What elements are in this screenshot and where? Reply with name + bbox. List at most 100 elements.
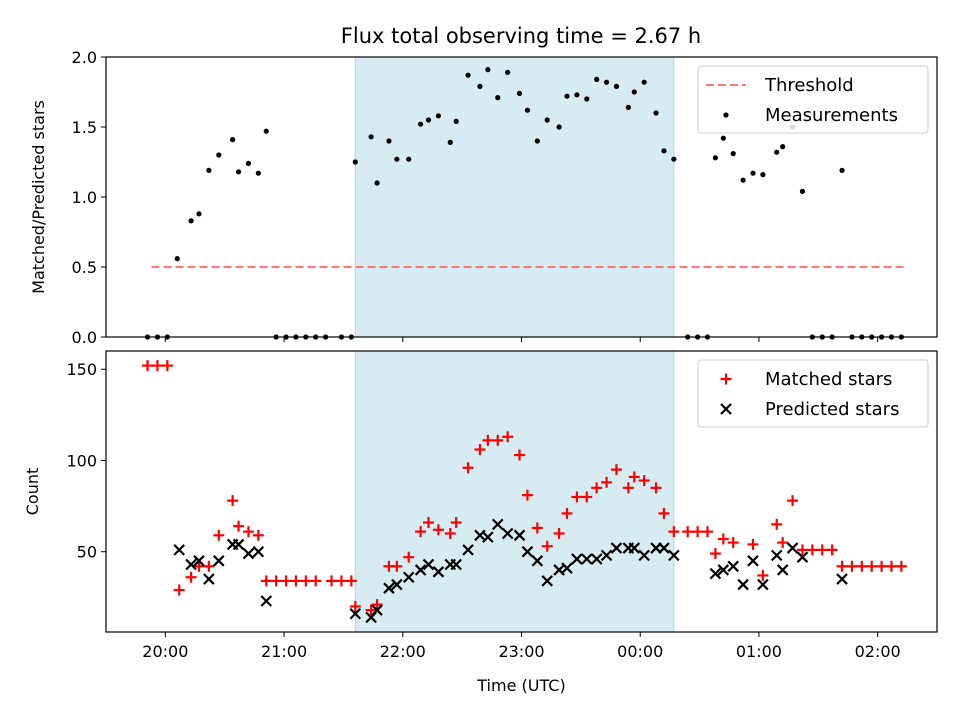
measurement-point [374, 180, 380, 186]
y-tick-label: 0.0 [72, 328, 97, 347]
measurement-point [671, 156, 677, 162]
measurement-point [712, 155, 719, 161]
measurement-point [230, 137, 236, 143]
y-tick-label: 1.5 [72, 118, 97, 137]
count-plot: 50 100 150 20:00 21:00 22:00 23:00 00:00 01:00 02… [23, 350, 938, 695]
measurement-point [603, 79, 610, 85]
observing-span [355, 57, 674, 337]
measurement-point [255, 170, 261, 176]
predicted-star-point-b [770, 549, 783, 562]
x-tick-label: 23:00 [498, 642, 544, 661]
predicted-star-point-b [727, 560, 739, 573]
predicted-star-point-b [668, 549, 680, 562]
observing-span [355, 351, 674, 632]
measurement-point [524, 107, 531, 113]
legend-label: Threshold [764, 75, 854, 96]
measurement-point [495, 95, 501, 101]
predicted-star-point-b [213, 555, 225, 567]
measurement-point [368, 134, 374, 140]
measurement-point [661, 148, 667, 154]
measurement-point [188, 218, 194, 224]
predicted-star-point-b [553, 564, 565, 576]
measurement-point [564, 93, 570, 99]
predicted-star-point-b [638, 549, 650, 562]
predicted-star-point-b [402, 571, 415, 584]
predicted-star-point-b [590, 553, 603, 565]
predicted-star-point-b [383, 582, 395, 594]
predicted-star-point-b [185, 558, 197, 571]
measurement-point [477, 83, 483, 89]
measurement-point [465, 72, 471, 78]
predicted-star-point-b [747, 555, 759, 567]
measurement-point [625, 104, 631, 110]
measurement-point [544, 117, 550, 123]
measurement-point [352, 159, 358, 165]
measurement-point [750, 170, 756, 176]
ratio-plot: 0.0 0.5 1.0 1.5 2.0 Matched/Predicted stars Th… [29, 48, 938, 347]
predicted-star-point-b [776, 564, 789, 576]
y-axis-label: Matched/Predicted stars [29, 100, 48, 294]
measurement-point [799, 188, 806, 194]
measurement-point [740, 177, 746, 183]
predicted-star-point-b [422, 558, 435, 571]
measurement-point [653, 110, 659, 116]
x-tick-label: 00:00 [617, 642, 663, 661]
predicted-star-point-b [260, 595, 273, 607]
measurement-point [839, 167, 845, 173]
measurement-point [235, 169, 242, 175]
x-tick-label: 02:00 [855, 642, 901, 661]
legend-measurement-swatch [723, 112, 729, 118]
x-tick-label: 01:00 [736, 642, 782, 661]
predicted-star-point-b [193, 555, 205, 567]
predicted-star-point-b [836, 573, 848, 585]
measurement-point [386, 138, 392, 144]
predicted-star-point-b [349, 607, 362, 620]
predicted-star-point-b [242, 547, 255, 560]
predicted-star-point-b [203, 573, 215, 585]
predicted-star-point-b [737, 578, 749, 591]
predicted-star-point-b [571, 553, 583, 565]
predicted-star-point-b [628, 542, 641, 554]
measurement-point [394, 156, 400, 162]
measurement-point [245, 160, 252, 166]
predicted-star-point-b [717, 564, 730, 576]
predicted-star-point-b [541, 575, 553, 587]
legend-label: Predicted stars [765, 399, 899, 420]
measurement-point [216, 152, 222, 158]
measurement-point [196, 211, 202, 217]
predicted-star-point-b [432, 566, 445, 578]
measurement-point [613, 83, 620, 89]
predicted-star-point-b [521, 545, 534, 558]
predicted-star-point-b [252, 545, 265, 558]
predicted-star-point-b [757, 578, 769, 591]
y-tick-label: 100 [66, 451, 97, 470]
predicted-star-point-b [658, 542, 670, 554]
predicted-star-point-b [561, 562, 573, 574]
predicted-star-point-b [173, 544, 185, 556]
y-axis-label: Count [23, 468, 42, 516]
figure-title: Flux total observing time = 2.67 h [341, 24, 701, 48]
predicted-star-point-b [450, 558, 462, 571]
predicted-star-point-b [462, 544, 474, 556]
measurement-point [774, 149, 780, 155]
predicted-star-point-b [513, 529, 526, 542]
measurement-point [435, 113, 441, 119]
y-tick-label: 0.5 [72, 258, 97, 277]
x-tick-label: 21:00 [261, 642, 307, 661]
legend-label: Measurements [765, 105, 898, 126]
legend-box [697, 65, 929, 134]
measurement-point [641, 79, 647, 85]
x-axis-label: Time (UTC) [476, 676, 565, 695]
measurement-point [406, 156, 412, 162]
measurement-point [453, 118, 459, 124]
y-tick-label: 1.0 [72, 188, 97, 207]
measurement-point [206, 167, 212, 173]
measurement-point [417, 121, 424, 127]
legend-predicted-swatch-b [720, 403, 732, 415]
measurement-point [485, 67, 491, 73]
measurement-point [574, 92, 580, 98]
measurement-point [730, 151, 736, 157]
predicted-star-point-b [371, 604, 383, 616]
predicted-star-point-b [796, 551, 809, 563]
measurement-point [516, 90, 523, 96]
